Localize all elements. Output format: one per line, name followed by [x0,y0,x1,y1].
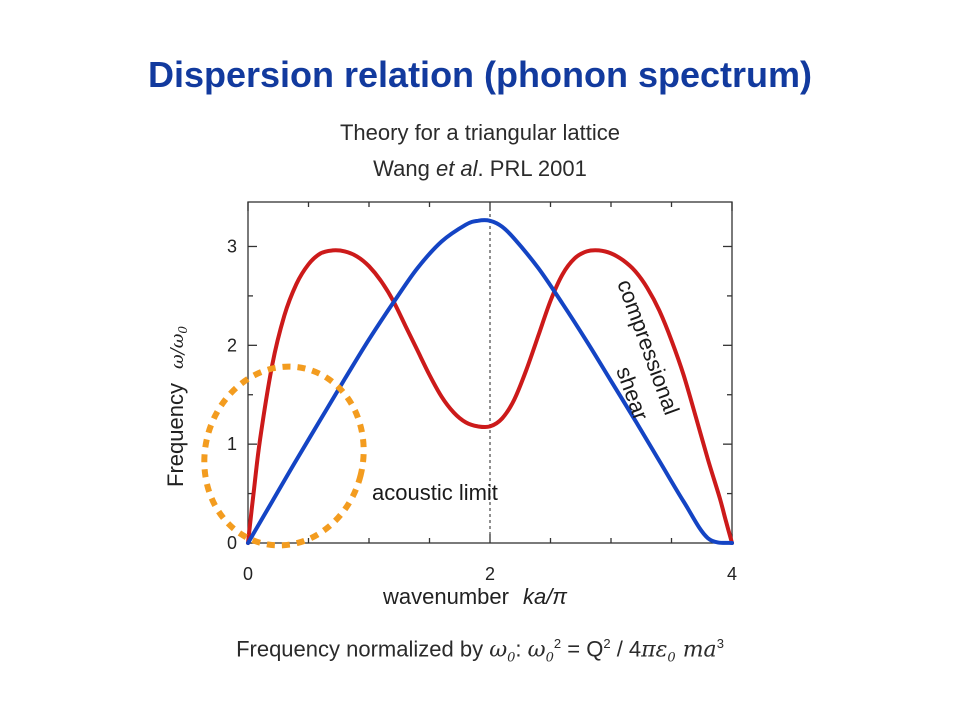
footer-text: Frequency normalized by [236,636,490,662]
footer-eps-sub: 0 [667,650,676,666]
footer-normalization: Frequency normalized by ω0: ω02 = Q2 / 4… [0,636,960,666]
footer-eq-omega: ω [527,637,546,663]
citation-et-al: et al [435,156,478,181]
footer-q-sup: 2 [603,636,611,651]
x-tick-label: 0 [243,564,253,584]
series-compressional-line [246,248,734,545]
footer-colon: : [515,636,522,662]
x-axis-label-word: wavenumber [382,584,509,609]
axis-labels: 0 2 4 0 1 2 3 [227,236,737,584]
y-axis-label-word: Frequency [163,383,188,487]
acoustic-limit-highlight [201,363,367,549]
y-tick-label: 1 [227,434,237,454]
footer-eq-omega-sub: 0 [545,650,554,666]
x-tick-label: 4 [727,564,737,584]
y-axis-label-variable: ω/ω [167,333,188,369]
footer-q: Q [586,636,604,662]
x-axis-label-variable: ka/π [523,584,568,609]
slide-title: Dispersion relation (phonon spectrum) [147,54,813,95]
x-axis-label: wavenumber ka/π [382,584,568,609]
citation-authors: Wang [373,156,436,181]
subtitle-line-1: Theory for a triangular lattice [339,120,621,145]
y-axis-label-subscript: 0 [176,326,190,334]
y-axis-label: Frequency ω/ω0 [163,326,190,487]
footer-omega0: ω [489,637,508,663]
footer-eq-omega-sup: 2 [553,636,562,651]
footer-equals: = [561,636,587,662]
data-series [246,218,734,545]
y-tick-label: 3 [227,236,237,256]
footer-ma-sup: 3 [716,636,724,651]
footer-slash: / 4 [610,636,642,662]
y-tick-label: 2 [227,335,237,355]
y-tick-label: 0 [227,533,237,553]
footer-pi-eps: πε [641,637,668,663]
series-shear-line [246,218,734,545]
annotation-acoustic-limit: acoustic limit [372,480,498,505]
footer-ma: ma [675,637,717,663]
citation-journal: . PRL 2001 [477,156,587,181]
footer-omega0-sub: 0 [507,650,516,666]
x-tick-label: 2 [485,564,495,584]
subtitle-line-2: Wang et al. PRL 2001 [0,156,960,182]
